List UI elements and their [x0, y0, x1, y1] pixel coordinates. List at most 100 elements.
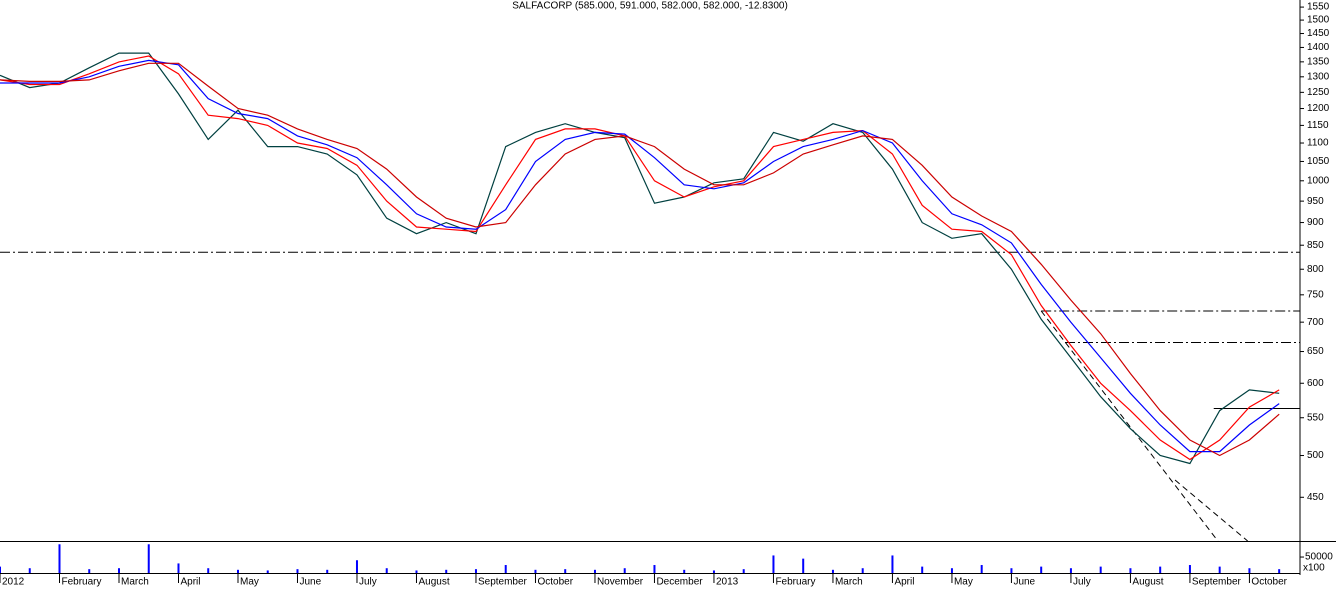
y-tick-label: 900 — [1307, 217, 1324, 228]
y-tick-label: 1100 — [1307, 138, 1329, 149]
x-tick-label: April — [180, 577, 200, 588]
volume-bar — [802, 558, 805, 573]
x-tick-label: March — [835, 577, 863, 588]
x-tick-label: September — [1192, 577, 1242, 588]
volume-bar — [891, 555, 894, 573]
y-tick-label: 950 — [1307, 196, 1324, 207]
price-line — [0, 62, 1280, 457]
x-tick-label: September — [478, 577, 528, 588]
volume-bar — [653, 565, 656, 573]
volume-bar — [326, 569, 329, 573]
volume-bar — [1069, 568, 1072, 573]
volume-bar — [772, 555, 775, 573]
volume-bar — [712, 570, 715, 573]
x-tick-label: July — [359, 577, 377, 588]
volume-bar — [385, 568, 388, 573]
trend-line — [1040, 310, 1219, 542]
volume-bar — [236, 569, 239, 573]
volume-bar — [1010, 568, 1013, 573]
x-tick-label: June — [1013, 577, 1035, 588]
volume-bar — [88, 569, 91, 573]
y-tick-label: 550 — [1307, 412, 1324, 423]
volume-unit: x100 — [1303, 563, 1325, 574]
volume-bar — [177, 563, 180, 573]
volume-bar — [1159, 566, 1162, 573]
volume-bar — [1278, 569, 1281, 573]
y-tick-label: 750 — [1307, 289, 1324, 300]
y-tick-label: 500 — [1307, 450, 1324, 461]
volume-bar — [1188, 565, 1191, 573]
x-tick-label: March — [121, 577, 149, 588]
volume-tick-label: 50000 — [1305, 552, 1333, 563]
volume-bar — [534, 569, 537, 573]
volume-bar — [445, 569, 448, 573]
volume-bar — [1099, 566, 1102, 573]
x-tick-label: February — [775, 577, 815, 588]
volume-bar — [742, 569, 745, 573]
volume-bar — [1218, 566, 1221, 573]
x-tick-label: 2013 — [716, 577, 739, 588]
volume-bar — [207, 568, 210, 573]
volume-bar — [415, 570, 418, 573]
x-tick-label: 2012 — [2, 577, 25, 588]
x-tick-label: August — [418, 577, 449, 588]
x-tick-label: November — [597, 577, 644, 588]
volume-bar — [950, 568, 953, 573]
volume-bar — [921, 566, 924, 573]
volume-bar — [355, 560, 358, 573]
volume-bar — [266, 570, 269, 573]
y-tick-label: 1050 — [1307, 156, 1330, 167]
y-tick-label: 850 — [1307, 240, 1324, 251]
trend-line — [1174, 479, 1248, 542]
volume-bar — [1248, 568, 1251, 573]
volume-bar — [861, 568, 864, 573]
y-tick-label: 700 — [1307, 317, 1324, 328]
y-tick-label: 1300 — [1307, 71, 1330, 82]
volume-bar — [474, 569, 477, 573]
x-tick-label: May — [954, 577, 973, 588]
volume-bar — [504, 565, 507, 573]
y-tick-label: 1000 — [1307, 175, 1330, 186]
volume-bar — [980, 565, 983, 573]
volume-bar — [623, 568, 626, 573]
x-tick-label: May — [240, 577, 259, 588]
volume-bar — [117, 568, 120, 573]
volume-bar — [147, 544, 150, 573]
volume-bar — [28, 568, 31, 573]
x-tick-label: June — [299, 577, 321, 588]
y-tick-label: 450 — [1307, 492, 1324, 503]
y-tick-label: 1400 — [1307, 42, 1330, 53]
volume-bar — [1129, 568, 1132, 573]
x-tick-label: April — [894, 577, 914, 588]
volume-bar — [831, 569, 834, 573]
x-tick-label: October — [537, 577, 573, 588]
price-line — [0, 52, 1280, 465]
y-tick-label: 1500 — [1307, 15, 1330, 26]
x-tick-label: August — [1132, 577, 1163, 588]
volume-bar — [593, 569, 596, 573]
y-tick-label: 600 — [1307, 378, 1324, 389]
volume-bar — [1040, 566, 1043, 573]
y-tick-label: 1550 — [1307, 2, 1330, 13]
price-line — [0, 55, 1280, 461]
x-tick-label: December — [656, 577, 703, 588]
y-tick-label: 650 — [1307, 346, 1324, 357]
y-tick-label: 1350 — [1307, 56, 1330, 67]
volume-bar — [58, 544, 61, 573]
y-tick-label: 1450 — [1307, 28, 1330, 39]
y-tick-label: 1250 — [1307, 87, 1330, 98]
chart-title: SALFACORP (585.000, 591.000, 582.000, 58… — [512, 1, 788, 12]
volume-bar — [0, 566, 1, 573]
x-tick-label: October — [1251, 577, 1287, 588]
volume-bar — [683, 569, 686, 573]
y-tick-label: 1200 — [1307, 103, 1330, 114]
price-line — [0, 59, 1280, 453]
volume-bar — [564, 569, 567, 573]
volume-bar — [296, 569, 299, 573]
y-tick-label: 800 — [1307, 264, 1324, 275]
y-tick-label: 1150 — [1307, 120, 1329, 131]
x-tick-label: February — [61, 577, 101, 588]
x-tick-label: July — [1073, 577, 1091, 588]
